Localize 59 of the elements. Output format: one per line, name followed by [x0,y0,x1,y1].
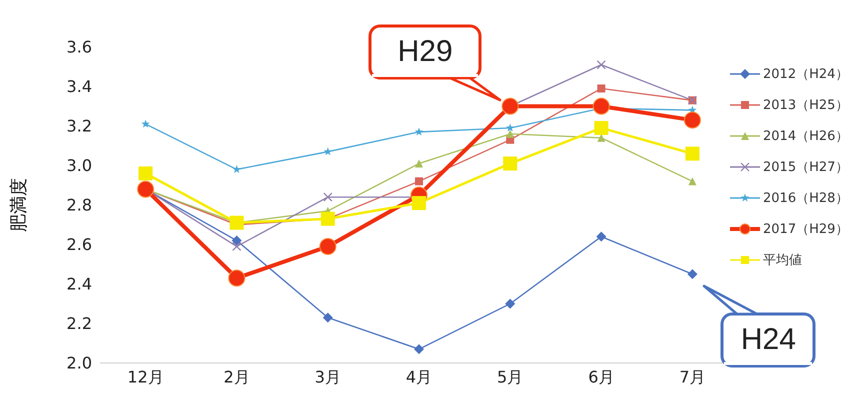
legend-label: 2012（H24） [763,66,848,82]
point [228,270,246,287]
y-tick-label: 3.2 [66,116,92,136]
x-tick-label: 5月 [497,367,524,386]
point [502,98,519,115]
legend-label: 2015（H27） [763,158,848,176]
point [319,238,336,255]
legend-label: 2013（H25） [763,96,848,114]
point [505,298,516,309]
y-tick-label: 3.0 [66,156,92,176]
point [141,120,150,128]
legend-label: 2014（H26） [763,128,848,144]
point [138,166,153,180]
x-tick-label: 2月 [224,367,250,386]
y-tick-label: 3.6 [66,38,92,57]
y-tick-label: 3.4 [66,77,92,96]
y-axis-title: 肥満度 [8,178,30,232]
point [324,147,332,156]
point [412,196,426,210]
annotation: H29 [370,26,480,78]
x-tick-label: 3月 [314,367,341,386]
x-tick-label: 12月 [127,367,164,386]
point [414,128,424,136]
point [597,134,606,142]
point [596,60,606,70]
point [232,242,242,252]
point [320,212,335,226]
point [594,120,608,135]
point [684,112,701,129]
point [596,232,606,242]
point [597,84,606,92]
point [232,236,242,246]
point [322,312,333,323]
point [414,344,424,354]
y-tick-label: 2.6 [66,235,92,254]
point [592,98,610,115]
y-tick-label: 2.0 [66,354,92,373]
point [685,146,700,161]
y-tick-label: 2.2 [66,314,92,334]
y-tick-label: 2.4 [66,274,92,294]
x-tick-label: 6月 [588,367,614,386]
point [688,177,696,186]
x-tick-label: 7月 [679,367,706,386]
point [137,180,154,198]
annotation: H24 [722,314,814,366]
point [687,269,698,280]
y-tick-label: 2.8 [66,196,92,215]
point [415,177,423,186]
point [230,216,244,230]
point [415,160,423,168]
point [506,124,514,132]
legend-label: 2016（H28） [763,190,848,206]
point [232,165,241,174]
legend-label: 2017（H29） [763,220,848,238]
legend-label: 平均値 [763,252,802,268]
point [323,192,332,202]
x-tick-label: 4月 [406,367,432,386]
point [503,156,518,171]
point [506,130,514,138]
